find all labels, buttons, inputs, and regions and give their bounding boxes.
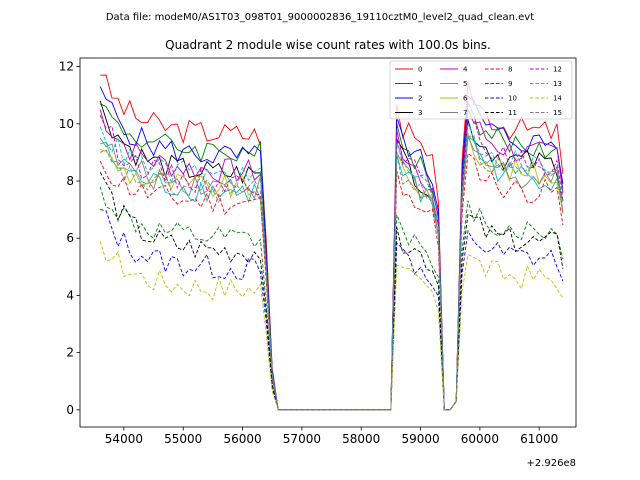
series-layer xyxy=(99,74,564,411)
series-line-12 xyxy=(99,115,564,411)
x-tick-label-57000: 57000 xyxy=(283,432,321,446)
y-tick-label-10: 10 xyxy=(59,117,74,131)
series-line-6 xyxy=(100,132,564,411)
axes-layer: 54000 55000 56000 57000 58000 59000 60000 61000… xyxy=(59,57,577,446)
y-tick-label-4: 4 xyxy=(66,288,74,302)
series-line-1 xyxy=(100,100,564,411)
legend-label-0: 0 xyxy=(418,66,422,74)
legend-label-1: 1 xyxy=(418,80,422,88)
legend-label-15: 15 xyxy=(553,109,562,117)
x-tick-label-60000: 60000 xyxy=(461,432,499,446)
x-tick-label-59000: 59000 xyxy=(401,432,439,446)
x-tick-label-56000: 56000 xyxy=(223,432,261,446)
legend-label-8: 8 xyxy=(508,66,512,74)
legend-label-7: 7 xyxy=(463,109,467,117)
y-tick-label-12: 12 xyxy=(59,60,74,74)
legend-label-11: 11 xyxy=(508,109,517,117)
series-line-4 xyxy=(99,109,564,411)
series-line-3 xyxy=(99,100,564,411)
x-tick-label-58000: 58000 xyxy=(342,432,380,446)
legend-label-6: 6 xyxy=(463,95,468,103)
series-line-10 xyxy=(100,209,564,411)
plot-frame xyxy=(79,57,577,428)
legend-label-10: 10 xyxy=(508,95,517,103)
x-tick-label-54000: 54000 xyxy=(105,432,143,446)
x-tick-label-61000: 61000 xyxy=(520,432,558,446)
y-tick-label-0: 0 xyxy=(66,403,74,417)
legend-label-13: 13 xyxy=(553,80,562,88)
series-line-11 xyxy=(99,172,564,411)
y-tick-label-8: 8 xyxy=(66,174,74,188)
chart-title: Quadrant 2 module wise count rates with … xyxy=(165,38,491,52)
legend-label-3: 3 xyxy=(418,109,422,117)
suptitle: Data file: modeM0/AS1T03_098T01_90000028… xyxy=(106,12,534,23)
y-tick-label-6: 6 xyxy=(66,231,74,245)
legend-label-12: 12 xyxy=(553,66,562,74)
legend-frame xyxy=(389,60,573,120)
y-tick-label-2: 2 xyxy=(66,346,74,360)
legend-label-4: 4 xyxy=(463,66,468,74)
legend-label-2: 2 xyxy=(418,95,422,103)
legend-label-5: 5 xyxy=(463,80,467,88)
series-line-8 xyxy=(99,152,564,411)
legend-label-14: 14 xyxy=(553,95,562,103)
series-line-14 xyxy=(99,240,564,411)
legend-label-9: 9 xyxy=(508,80,512,88)
x-offset-text: +2.926e8 xyxy=(526,458,576,469)
series-line-9 xyxy=(99,186,564,411)
x-tick-label-55000: 55000 xyxy=(164,432,202,446)
